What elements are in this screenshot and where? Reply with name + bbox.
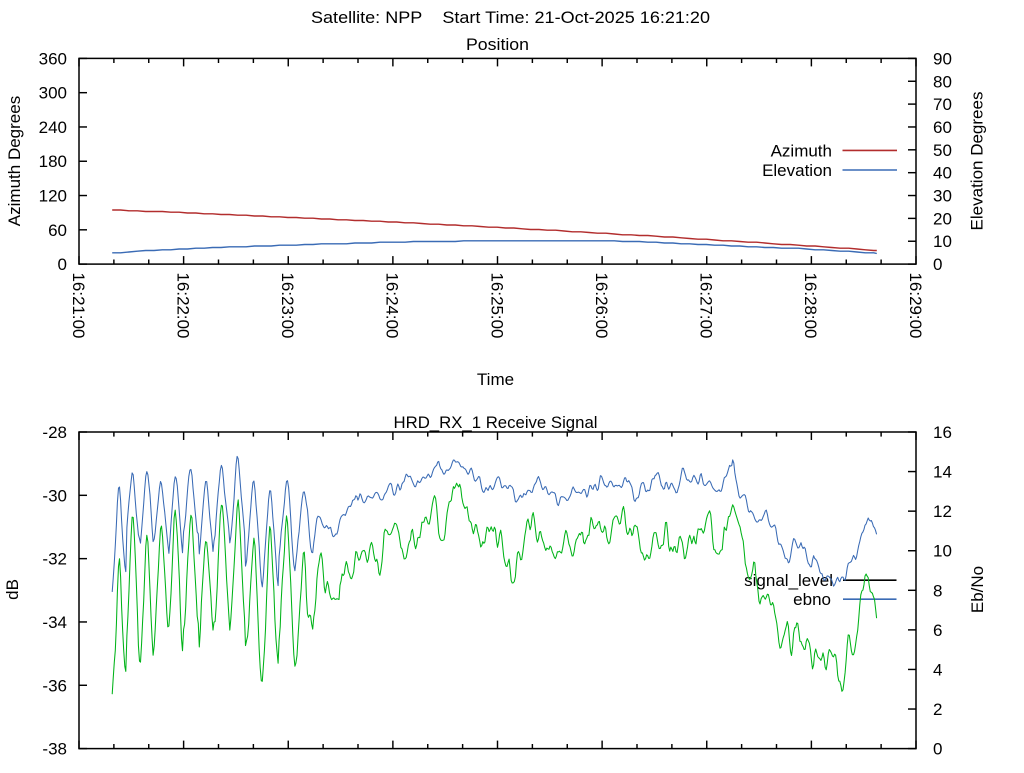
svg-text:Azimuth: Azimuth [771, 141, 832, 160]
svg-text:180: 180 [39, 152, 67, 171]
svg-text:120: 120 [39, 187, 67, 206]
svg-text:16:27:00: 16:27:00 [697, 273, 716, 339]
svg-text:16:25:00: 16:25:00 [487, 273, 506, 339]
svg-text:60: 60 [48, 221, 67, 240]
svg-text:dB: dB [3, 579, 22, 600]
svg-text:16:23:00: 16:23:00 [278, 273, 297, 339]
svg-text:10: 10 [933, 232, 952, 251]
svg-text:240: 240 [39, 118, 67, 137]
svg-text:6: 6 [933, 621, 942, 640]
svg-text:12: 12 [933, 502, 952, 521]
svg-text:-38: -38 [42, 740, 67, 759]
svg-text:2: 2 [933, 700, 942, 719]
svg-text:Elevation: Elevation [762, 161, 832, 180]
svg-text:14: 14 [933, 463, 952, 482]
svg-text:Eb/No: Eb/No [968, 566, 987, 613]
svg-text:HRD_RX_1 Receive Signal: HRD_RX_1 Receive Signal [394, 413, 598, 432]
svg-text:Time: Time [477, 370, 514, 389]
svg-text:-30: -30 [42, 486, 67, 505]
svg-text:Elevation Degrees: Elevation Degrees [968, 92, 987, 231]
svg-text:90: 90 [933, 49, 952, 68]
svg-text:10: 10 [933, 542, 952, 561]
svg-text:40: 40 [933, 164, 952, 183]
svg-text:16:21:00: 16:21:00 [69, 273, 88, 339]
svg-text:0: 0 [933, 255, 942, 274]
svg-text:16:24:00: 16:24:00 [383, 273, 402, 339]
svg-text:-34: -34 [42, 613, 67, 632]
svg-text:ebno: ebno [793, 590, 831, 609]
svg-text:360: 360 [39, 49, 67, 68]
svg-text:Azimuth Degrees: Azimuth Degrees [5, 96, 24, 226]
svg-text:0: 0 [58, 255, 67, 274]
svg-text:4: 4 [933, 661, 942, 680]
svg-text:0: 0 [933, 740, 942, 759]
svg-text:-28: -28 [42, 423, 67, 442]
svg-text:60: 60 [933, 118, 952, 137]
svg-text:20: 20 [933, 209, 952, 228]
svg-text:30: 30 [933, 187, 952, 206]
svg-text:8: 8 [933, 581, 942, 600]
svg-text:Satellite: NPP Start Time:: Satellite: NPP Start Time: 21-Oct-2025 1… [311, 8, 710, 27]
svg-text:50: 50 [933, 141, 952, 160]
svg-text:300: 300 [39, 84, 67, 103]
svg-text:70: 70 [933, 95, 952, 114]
svg-text:80: 80 [933, 72, 952, 91]
svg-text:16:26:00: 16:26:00 [592, 273, 611, 339]
svg-text:16:22:00: 16:22:00 [173, 273, 192, 339]
svg-text:16:29:00: 16:29:00 [906, 273, 925, 339]
svg-text:signal_level: signal_level [744, 571, 833, 590]
svg-text:-32: -32 [42, 550, 67, 569]
svg-text:16:28:00: 16:28:00 [801, 273, 820, 339]
svg-text:Position: Position [466, 35, 529, 54]
svg-text:16: 16 [933, 423, 952, 442]
svg-text:-36: -36 [42, 676, 67, 695]
